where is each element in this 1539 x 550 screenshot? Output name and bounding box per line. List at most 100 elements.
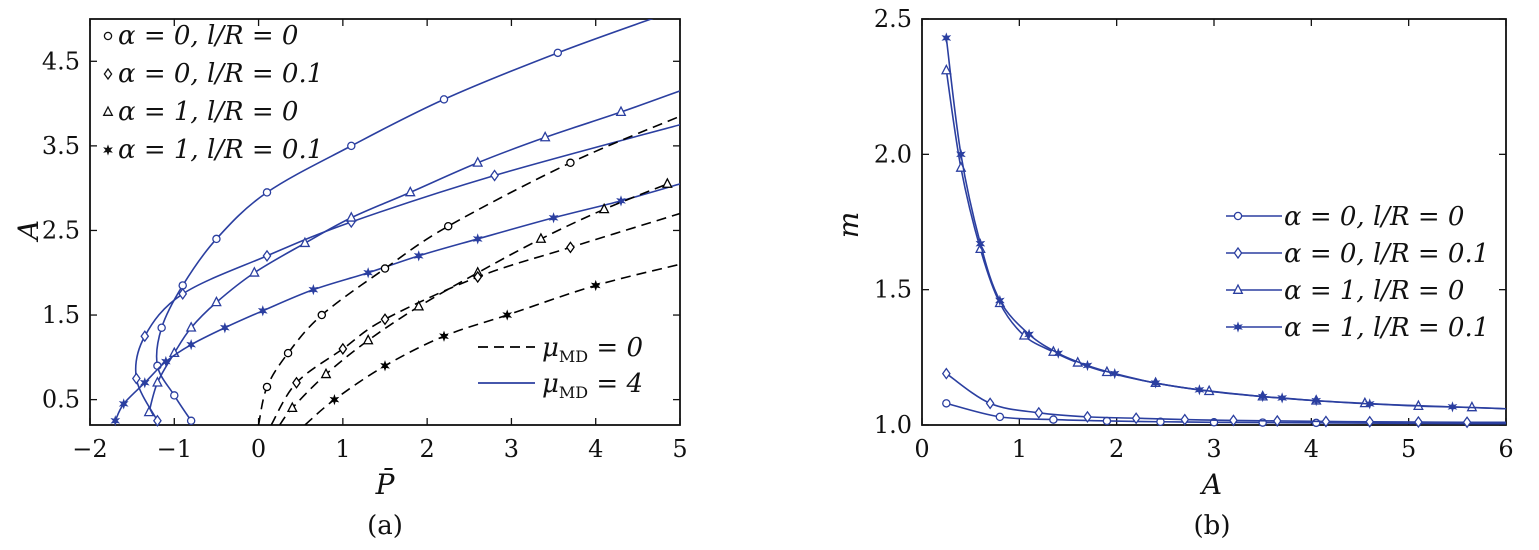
data-point-circle (553, 48, 563, 58)
legend-b: α = 0, l/R = 0 α = 0, l/R = 0.1 α = 1, l/R… (1226, 202, 1489, 343)
data-point-star (1053, 347, 1064, 359)
x-tick-label: −2 (72, 435, 107, 463)
data-point-star (975, 238, 986, 250)
legend-label: μMD = 0 (542, 333, 643, 366)
data-point-star (139, 377, 150, 389)
data-point-circle (995, 412, 1005, 422)
legend-label: α = 0, l/R = 0 (1284, 202, 1464, 232)
legend-label: α = 1, l/R = 0.1 (1284, 313, 1489, 343)
data-point-star (1277, 392, 1288, 404)
data-point-diamond (131, 372, 141, 385)
legend-label: α = 1, l/R = 0 (118, 97, 298, 127)
series-line-diamond (945, 372, 1506, 424)
legend-marker-star (1233, 321, 1243, 333)
caption-b: (b) (1194, 511, 1231, 541)
data-point-diamond (1413, 415, 1423, 429)
data-point-diamond (178, 287, 188, 301)
data-point-triangle (345, 211, 357, 222)
data-point-star (941, 32, 952, 44)
data-point-star (1311, 395, 1322, 407)
data-point-circle (380, 264, 390, 273)
y-tick-label: 2.0 (874, 140, 912, 168)
data-point-diamond (1131, 412, 1141, 425)
data-point-circle (1049, 415, 1058, 424)
data-point-star (257, 305, 268, 317)
data-point-circle (153, 361, 162, 371)
data-point-diamond (338, 342, 348, 355)
x-tick-label: 3 (1206, 435, 1221, 463)
data-point-circle (439, 95, 449, 104)
data-point-circle (186, 416, 196, 426)
caption-a: (a) (367, 511, 403, 541)
data-point-diamond (1462, 416, 1472, 429)
data-point-circle (157, 323, 166, 332)
data-point-circle (212, 234, 221, 244)
data-point-diamond (292, 376, 301, 389)
data-point-diamond (380, 313, 390, 326)
data-point-diamond (985, 397, 995, 410)
legend-label: α = 1, l/R = 0 (1284, 276, 1464, 306)
data-point-star (1082, 359, 1093, 372)
data-point-triangle (535, 232, 547, 243)
y-axis-label-b: m (832, 212, 865, 239)
data-point-triangle (539, 131, 551, 142)
data-point-circle (566, 158, 575, 168)
data-point-circle (942, 399, 951, 408)
chart-panel-b: 0 1 2 3 4 5 61.01.52.02.5 α = 0, l/R = 0α = 0,… (832, 5, 1514, 541)
data-point-star (160, 355, 171, 368)
data-point-star (439, 330, 449, 342)
data-point-triangle (413, 300, 425, 311)
x-tick-label: 4 (588, 435, 603, 463)
legend-marker-diamond (103, 67, 113, 81)
x-tick-label: 5 (672, 435, 687, 463)
data-point-star (1364, 398, 1375, 410)
data-point-circle (283, 348, 293, 358)
x-axis-label-b: A (1199, 468, 1222, 501)
data-point-star (413, 250, 424, 262)
data-point-triangle (615, 105, 627, 116)
data-point-star (118, 398, 129, 410)
data-point-star (1447, 401, 1458, 413)
data-point-star (1109, 367, 1120, 380)
data-point-diamond (262, 249, 272, 262)
data-point-star (1024, 328, 1034, 340)
legend-label: α = 0, l/R = 0 (118, 21, 298, 51)
x-tick-label: −1 (157, 435, 192, 463)
data-point-star (616, 195, 626, 207)
data-point-star (186, 339, 197, 351)
data-point-triangle (598, 202, 610, 214)
data-point-circle (443, 221, 453, 231)
legend-label: μMD = 4 (542, 369, 643, 402)
data-point-diamond (941, 367, 951, 380)
data-point-triangle (940, 64, 952, 75)
data-point-star (363, 267, 374, 279)
data-point-circle (262, 382, 272, 392)
y-tick-label: 1.0 (874, 411, 912, 439)
data-point-circle (1311, 418, 1321, 428)
data-point-circle (170, 391, 179, 400)
data-point-diamond (566, 241, 575, 254)
data-point-diamond (1034, 406, 1044, 419)
legend-marker-circle (103, 31, 113, 41)
data-point-star (548, 212, 559, 224)
data-point-triangle (248, 266, 260, 277)
x-axis-label-a: P̄ (375, 467, 396, 501)
legend-marker-triangle (1232, 283, 1244, 294)
x-tick-label: 6 (1498, 435, 1513, 463)
data-point-star (329, 394, 340, 406)
x-tick-label: 0 (914, 435, 929, 463)
data-point-star (1150, 377, 1161, 389)
x-tick-label: 3 (504, 435, 519, 463)
x-tick-label: 2 (1109, 435, 1124, 463)
x-tick-label: 4 (1304, 435, 1319, 463)
plot-frame-a (89, 18, 681, 426)
data-point-circle (262, 188, 272, 197)
data-point-star (308, 284, 319, 296)
data-point-triangle (143, 405, 155, 417)
y-tick-label: 2.5 (874, 5, 912, 33)
tick-group-b: 0 1 2 3 4 5 6 1.0 1.5 2.0 2.5 (874, 5, 1514, 463)
data-point-diamond (1321, 415, 1331, 428)
data-point-star (502, 309, 513, 321)
